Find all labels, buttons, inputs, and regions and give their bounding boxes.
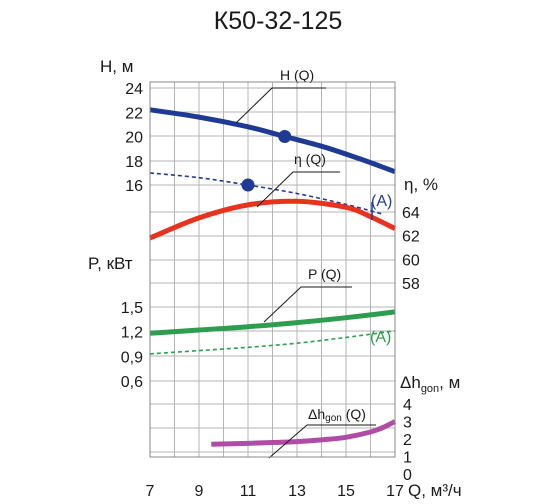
etaq-leader	[256, 171, 340, 208]
eta-tick-label: 58	[402, 276, 420, 293]
p-tick-label: 0,9	[121, 349, 143, 366]
marker-point	[278, 130, 292, 143]
dh-tick-label: 0	[403, 467, 412, 484]
eta-tick-label: 62	[402, 229, 420, 246]
p-tick-label: 0,6	[121, 374, 143, 391]
etaq-caption: η (Q)	[294, 151, 326, 167]
pq-leader	[263, 286, 352, 323]
plot-frame	[149, 81, 396, 458]
a-caption-p: (A)	[370, 329, 391, 346]
dh-tick-label: 3	[403, 415, 412, 432]
x-tick-label: 17	[386, 483, 404, 500]
dh-tick-label: 2	[403, 432, 412, 449]
h-axis-label: H, м	[100, 57, 133, 76]
x-tick-label: 7	[146, 483, 155, 500]
dhq-caption: Δhgon (Q)	[308, 406, 366, 424]
h-tick-label: 24	[125, 81, 143, 98]
dh-axis-label: Δhgon, м	[400, 373, 460, 395]
series-dh-line	[211, 419, 397, 447]
h-tick-label: 18	[125, 154, 143, 171]
eta-axis-label: η, %	[404, 175, 438, 194]
dh-tick-label: 4	[403, 397, 412, 414]
p-axis-label: P, кВт	[88, 254, 133, 273]
x-tick-label: 11	[240, 483, 257, 500]
p-tick-label: 1,2	[121, 325, 143, 342]
eta-tick-label: 60	[402, 252, 420, 269]
p-tick-label: 1,5	[121, 300, 143, 317]
pq-caption: P (Q)	[308, 266, 341, 282]
series-p-line	[149, 309, 396, 336]
series-eta-line	[149, 198, 397, 241]
a-caption-h: (A)	[371, 193, 392, 210]
h-tick-label: 20	[125, 130, 143, 147]
grid	[149, 82, 396, 457]
series-h-a-line	[149, 172, 383, 215]
hq-caption: H (Q)	[280, 67, 314, 83]
hq-leader	[235, 87, 326, 124]
series-p-a-line	[149, 330, 396, 355]
tick-labels: 7 9 11 13 15 1716182022240,60,91,21,558606264…	[121, 81, 420, 500]
h-tick-label: 22	[125, 105, 143, 122]
chart-title: К50-32-125	[214, 7, 343, 35]
marker-points	[241, 130, 292, 192]
dhq-leader	[268, 424, 376, 459]
x-tick-label: 13	[288, 483, 306, 500]
eta-tick-label: 64	[402, 205, 420, 222]
caption-leaders	[235, 87, 376, 459]
x-tick-label: 15	[337, 483, 355, 500]
marker-point	[241, 178, 255, 192]
x-tick-label: 9	[195, 483, 204, 500]
x-axis-label: Q, м³/ч	[408, 481, 462, 500]
h-tick-label: 16	[125, 178, 143, 195]
dh-tick-label: 1	[403, 450, 412, 467]
